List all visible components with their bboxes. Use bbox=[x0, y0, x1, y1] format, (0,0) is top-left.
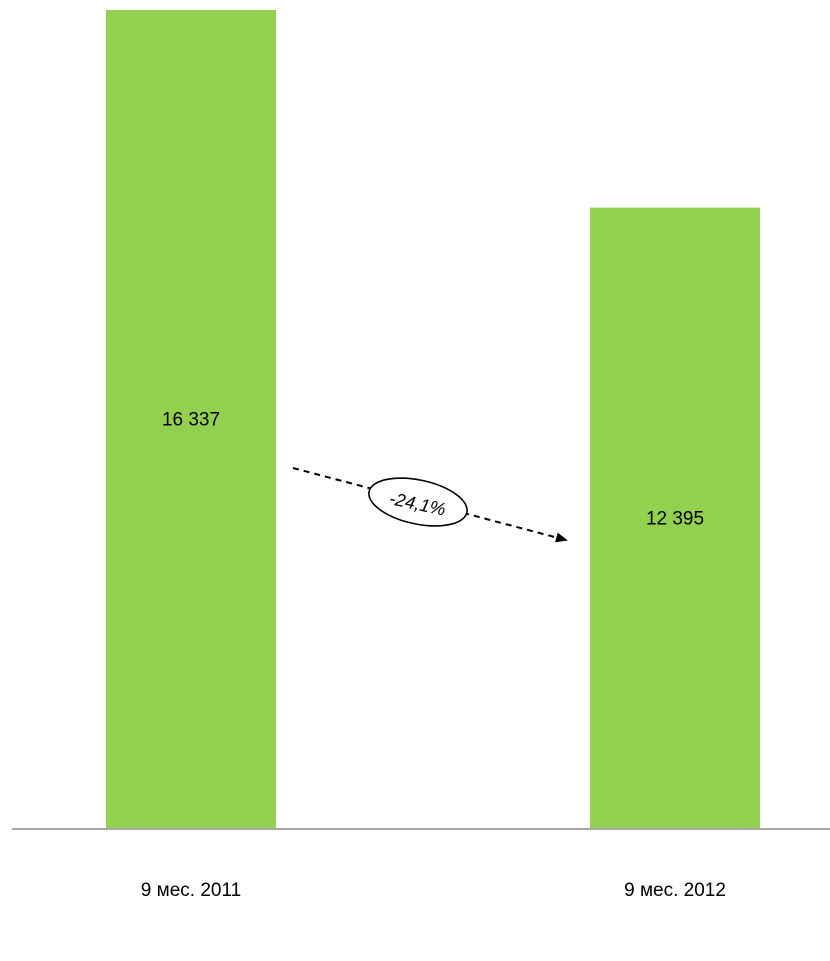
bar-value-label-2: 12 395 bbox=[646, 508, 704, 529]
change-annotation: -24,1% bbox=[292, 467, 568, 543]
change-ellipse bbox=[368, 477, 468, 527]
bar-value-label-1: 16 337 bbox=[162, 410, 220, 431]
bar-2 bbox=[590, 207, 760, 829]
category-label-1: 9 мес. 2011 bbox=[141, 880, 241, 901]
bar-1 bbox=[106, 10, 276, 829]
category-label-2: 9 мес. 2012 bbox=[624, 880, 726, 901]
change-arrow bbox=[292, 467, 568, 543]
